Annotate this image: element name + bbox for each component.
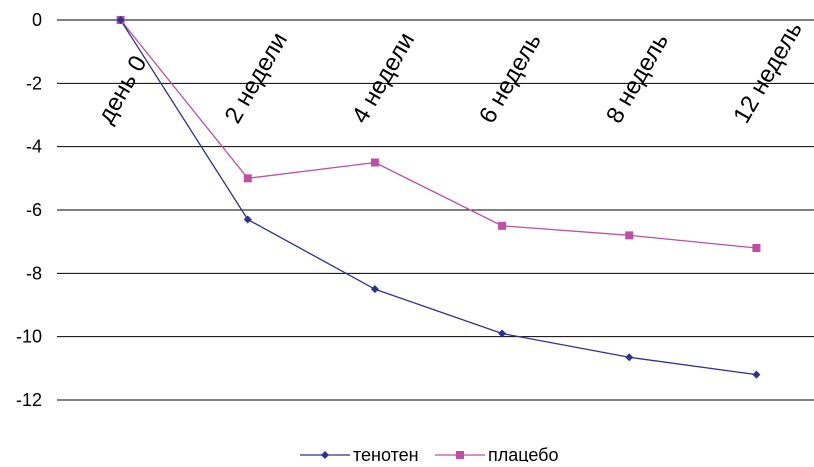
legend-marker — [321, 451, 329, 459]
data-point — [625, 231, 634, 240]
y-tick-label: 0 — [32, 10, 42, 30]
data-point — [498, 329, 507, 338]
x-tick-label: 4 недели — [347, 28, 420, 128]
data-point — [243, 174, 252, 183]
gridlines — [57, 19, 814, 401]
x-tick-label: 2 недели — [220, 28, 293, 128]
y-tick-label: -6 — [26, 200, 42, 220]
data-point — [752, 370, 761, 379]
data-point — [752, 244, 761, 252]
series-layer — [116, 16, 761, 379]
legend-marker — [456, 451, 464, 459]
legend: тенотен плацебо — [300, 445, 559, 465]
x-tick-label: 8 недель — [601, 29, 674, 128]
legend-label: тенотен — [353, 445, 419, 462]
x-tick-label: 6 недель — [474, 29, 547, 128]
series-line — [120, 19, 757, 376]
legend-label: плацебо — [488, 445, 559, 462]
y-tick-label: -12 — [16, 390, 42, 410]
data-point — [370, 158, 379, 167]
x-tick-label: день 0 — [92, 51, 152, 128]
series-line — [120, 19, 757, 249]
data-point — [243, 215, 252, 224]
data-point — [370, 285, 379, 294]
x-tick-label: 12 недель — [728, 17, 808, 128]
data-point — [498, 221, 507, 230]
y-axis-ticks: 0 -2 -4 -6 -8 -10 -12 — [16, 10, 42, 410]
y-tick-label: -8 — [26, 263, 42, 283]
data-point — [625, 353, 634, 362]
y-tick-label: -10 — [16, 327, 42, 347]
x-axis-ticks: день 0 2 недели 4 недели 6 недель 8 недель 12… — [92, 17, 807, 128]
y-tick-label: -2 — [26, 73, 42, 93]
data-point — [116, 16, 125, 24]
y-tick-label: -4 — [26, 137, 42, 157]
